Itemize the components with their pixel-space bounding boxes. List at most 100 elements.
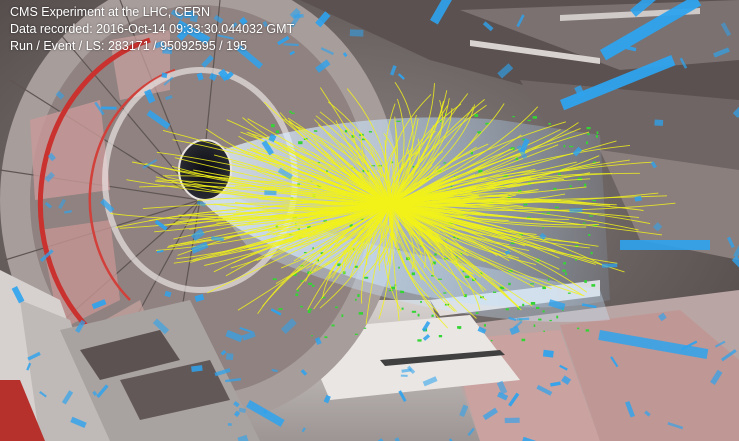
calo-tower: [194, 293, 205, 302]
hit: [434, 253, 437, 256]
track: [313, 204, 391, 272]
calo-tower: [733, 245, 739, 258]
calo-tower: [156, 249, 164, 253]
calo-tower: [654, 119, 664, 126]
track: [173, 204, 391, 264]
track: [389, 204, 415, 270]
hit: [521, 338, 526, 342]
calo-tower: [280, 318, 297, 335]
hit: [522, 138, 526, 141]
calo-tower: [620, 240, 710, 250]
calo-tower: [421, 320, 431, 332]
hit: [443, 162, 446, 164]
calo-tower: [270, 308, 282, 316]
calo-tower: [349, 29, 364, 37]
calo-tower: [542, 349, 554, 358]
hit: [485, 122, 490, 125]
calo-tower: [277, 35, 290, 46]
calo-tower: [239, 326, 253, 334]
hit: [508, 282, 511, 286]
hit: [584, 183, 587, 187]
calo-tower: [146, 110, 171, 130]
hit: [350, 167, 355, 169]
hit: [453, 236, 456, 238]
calo-tower: [732, 105, 739, 118]
track: [389, 204, 423, 281]
hit: [542, 310, 545, 313]
hit: [335, 306, 338, 309]
calo-tower: [225, 329, 244, 343]
calo-tower: [271, 368, 278, 373]
calo-tower: [561, 375, 572, 385]
track: [355, 129, 392, 206]
calo-tower: [227, 423, 232, 426]
hit: [536, 258, 540, 262]
hit: [303, 252, 307, 254]
calo-tower: [283, 43, 299, 47]
calo-tower: [679, 57, 688, 69]
calo-tower: [625, 401, 635, 418]
hit: [588, 234, 591, 236]
hit: [354, 265, 358, 268]
calo-tower: [601, 263, 618, 268]
hit: [420, 301, 422, 303]
hit: [510, 242, 515, 245]
hit: [417, 339, 422, 342]
calo-tower: [714, 340, 726, 348]
hit: [542, 227, 544, 229]
calo-tower: [497, 391, 509, 401]
event-info-overlay: CMS Experiment at the LHC, CERN Data rec…: [10, 4, 294, 55]
track: [389, 204, 587, 228]
calo-tower: [467, 427, 475, 436]
calo-tower: [710, 369, 723, 385]
calo-tower: [315, 59, 331, 73]
track: [211, 189, 391, 206]
calo-tower: [26, 362, 32, 371]
track: [176, 204, 391, 260]
hit: [412, 165, 415, 168]
hit: [398, 266, 400, 269]
calo-tower: [574, 85, 586, 99]
hit: [341, 314, 344, 317]
calo-tower: [263, 409, 268, 414]
track: [343, 124, 391, 206]
hit: [543, 330, 545, 332]
calo-tower: [560, 55, 676, 111]
hit: [368, 131, 372, 133]
hit: [388, 290, 394, 292]
hit: [458, 326, 461, 330]
calo-tower: [667, 422, 684, 430]
track: [189, 204, 391, 230]
track: [389, 204, 440, 236]
track: [325, 172, 391, 206]
hit: [289, 110, 292, 113]
calo-tower: [342, 52, 348, 58]
hit: [508, 270, 513, 273]
track: [163, 204, 391, 226]
calo-tower: [497, 63, 514, 79]
hit: [308, 308, 312, 311]
calo-tower: [191, 228, 205, 242]
calo-tower: [289, 50, 296, 56]
track: [389, 155, 600, 206]
lower-left-panels: [0, 270, 260, 441]
calo-tower: [101, 106, 117, 110]
track: [389, 204, 510, 262]
hit: [307, 225, 311, 229]
calo-tower: [64, 210, 72, 214]
calo-tower: [513, 320, 523, 329]
hit: [326, 170, 328, 173]
track: [246, 148, 391, 206]
hit: [515, 157, 519, 161]
calo-tower: [211, 236, 224, 242]
hit: [567, 292, 571, 294]
track: [287, 117, 391, 206]
calo-tower: [721, 349, 737, 362]
hit: [530, 302, 536, 305]
hit: [527, 119, 531, 122]
hit: [299, 265, 304, 267]
track: [341, 204, 391, 271]
calo-tower: [268, 133, 277, 143]
calo-tower: [550, 381, 561, 387]
